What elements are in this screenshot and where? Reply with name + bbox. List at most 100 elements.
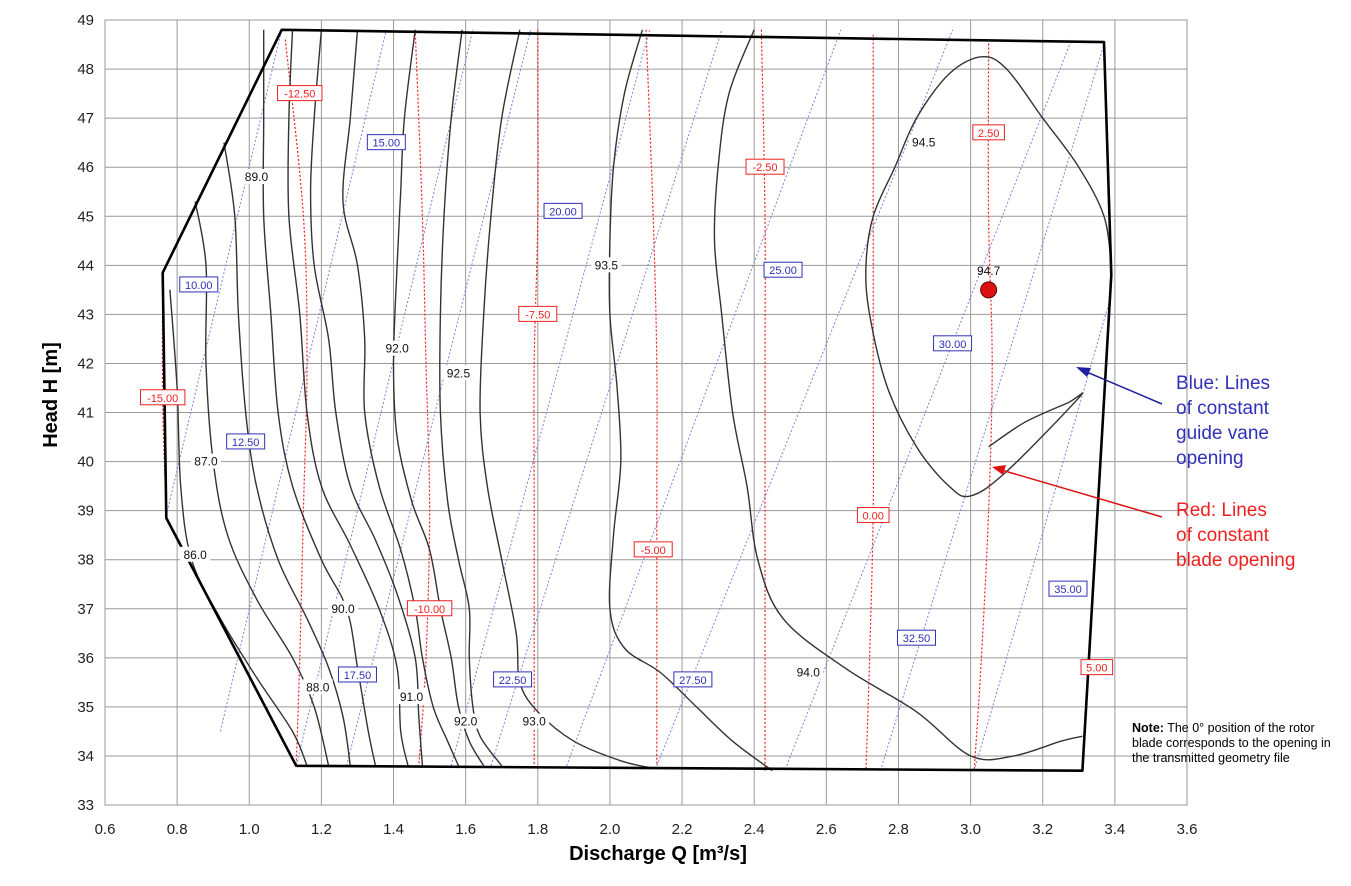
tick-labels: 0.6 0.8 1.0 1.2 1.4 1.6 1.8 2.0 2.2 2.4 2.6 2.8 3.0 3… — [77, 12, 1197, 838]
blue-legend-line: guide vane — [1176, 423, 1269, 444]
guide-vane-box — [337, 666, 377, 683]
blade-opening-box — [140, 389, 186, 406]
efficiency-label-bg — [519, 713, 550, 729]
guide-vane-line — [973, 294, 1112, 771]
efficiency-label: 93.5 — [595, 258, 619, 272]
x-tick-label: 3.4 — [1104, 821, 1125, 838]
efficiency-label-bg — [382, 340, 413, 356]
efficiency-label: 94.0 — [797, 666, 821, 680]
guide-vane-line — [879, 44, 1105, 771]
efficiency-label-bg — [190, 453, 221, 469]
blade-opening-label: -7.50 — [525, 309, 550, 321]
x-axis-title: Discharge Q [m³/s] — [569, 843, 747, 865]
efficiency-contour — [262, 29, 377, 766]
efficiency-label-bg — [591, 257, 622, 273]
efficiency-contour — [309, 29, 424, 766]
efficiency-contour — [392, 29, 485, 767]
guide-vane-label: 12.50 — [232, 437, 260, 449]
efficiency-label-bg — [908, 134, 939, 150]
guide-vane-line — [490, 29, 723, 766]
blade-opening-box — [1080, 659, 1114, 676]
efficiency-label-bg — [328, 600, 359, 616]
best-efficiency-point: 94.7 — [977, 264, 1001, 299]
guide-vane-line — [219, 29, 387, 732]
x-tick-label: 2.0 — [600, 821, 621, 838]
blue-legend-arrow — [1081, 369, 1163, 405]
blade-opening-box — [406, 600, 453, 617]
y-tick-label: 44 — [77, 257, 94, 274]
guide-vane-label: 20.00 — [549, 206, 577, 218]
y-axis-title: Head H [m] — [40, 342, 62, 448]
y-tick-label: 49 — [77, 12, 94, 29]
y-tick-label: 47 — [77, 110, 94, 127]
note-body: The 0° position of the rotor blade corre… — [1132, 721, 1331, 765]
x-tick-label: 3.0 — [960, 821, 981, 838]
guide-vane-label: 10.00 — [185, 280, 213, 292]
blade-opening-label: -2.50 — [752, 162, 777, 174]
efficiency-contour — [865, 55, 1112, 498]
guide-vane-label: 35.00 — [1054, 584, 1082, 596]
operating-envelope — [161, 28, 1113, 772]
efficiency-label: 87.0 — [194, 455, 218, 469]
guide-vane-box — [763, 261, 803, 278]
blue-legend-line: Blue: Lines — [1176, 373, 1270, 394]
efficiency-label-bg — [450, 713, 481, 729]
blade-opening-box — [633, 541, 673, 558]
guide-vane-label: 17.50 — [344, 670, 372, 682]
guide-vane-line — [566, 29, 842, 766]
guide-vane-box — [226, 433, 266, 450]
y-tick-label: 38 — [77, 552, 94, 569]
efficiency-label-bg — [396, 689, 427, 705]
efficiency-label-bg — [241, 169, 272, 184]
x-tick-label: 1.8 — [527, 821, 548, 838]
blade-opening-lines — [161, 29, 993, 771]
blade-opening-box — [518, 305, 558, 322]
red-legend-line: of constant — [1176, 525, 1270, 546]
blade-opening-line — [973, 39, 993, 771]
x-tick-label: 0.8 — [167, 821, 188, 838]
blade-opening-line — [865, 34, 875, 771]
efficiency-labels: 86.0 87.0 88.0 89.0 90.0 91.0 92.0 92.0 92.5 93.0… — [180, 134, 939, 729]
blade-opening-line — [533, 29, 539, 766]
y-tick-label: 42 — [77, 355, 94, 372]
guide-vane-box — [366, 134, 406, 151]
guide-vane-label: 30.00 — [939, 339, 967, 351]
blade-opening-line — [760, 29, 766, 771]
blade-opening-label: -5.00 — [641, 545, 666, 557]
bep-label: 94.7 — [977, 264, 1001, 278]
efficiency-label: 92.0 — [454, 715, 478, 729]
efficiency-label-bg — [180, 546, 211, 562]
efficiency-contour — [608, 29, 773, 772]
x-tick-label: 2.6 — [816, 821, 837, 838]
y-tick-label: 40 — [77, 454, 94, 471]
blade-opening-label: -10.00 — [414, 604, 445, 616]
efficiency-label-bg — [793, 664, 824, 680]
efficiency-contours — [169, 29, 1112, 772]
guide-vane-box — [933, 335, 973, 352]
guide-vane-label: 27.50 — [679, 675, 707, 687]
y-tick-label: 45 — [77, 208, 94, 225]
efficiency-contour — [439, 29, 503, 767]
red-legend-line: blade opening — [1176, 550, 1295, 571]
x-tick-label: 2.8 — [888, 821, 909, 838]
x-tick-label: 0.6 — [95, 821, 116, 838]
efficiency-label: 94.5 — [912, 136, 936, 150]
guide-vane-box — [543, 202, 583, 219]
note-label: Note: — [1132, 721, 1164, 735]
efficiency-contour — [287, 29, 409, 766]
x-tick-label: 1.2 — [311, 821, 332, 838]
y-tick-label: 34 — [77, 748, 94, 765]
guide-vane-box — [493, 671, 533, 688]
efficiency-label: 93.0 — [523, 715, 547, 729]
blade-opening-box — [277, 85, 323, 102]
efficiency-label: 88.0 — [306, 680, 330, 694]
y-tick-label: 35 — [77, 699, 94, 716]
efficiency-label: 89.0 — [245, 170, 269, 184]
efficiency-contour — [169, 289, 308, 767]
blue-arrow-head-icon — [1076, 367, 1091, 377]
note-text: Note: The 0° position of the rotor blade… — [1132, 721, 1347, 766]
x-tick-label: 1.6 — [455, 821, 476, 838]
y-tick-label: 41 — [77, 405, 94, 422]
red-legend: Red: Lines of constant blade opening — [992, 465, 1295, 571]
guide-vane-box — [673, 671, 713, 688]
